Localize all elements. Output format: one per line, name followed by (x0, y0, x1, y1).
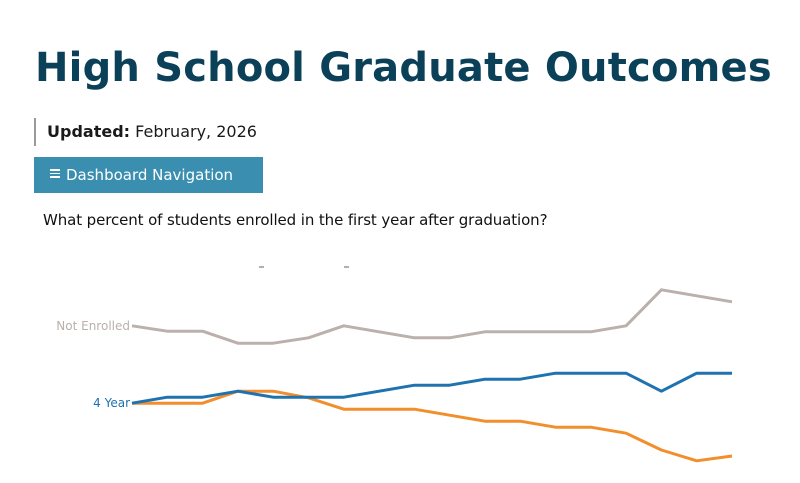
line-2-year (132, 389, 733, 463)
dashboard-navigation-button[interactable]: Dashboard Navigation (34, 157, 263, 193)
updated-date: February, 2026 (135, 122, 257, 141)
hamburger-menu-icon (50, 167, 60, 180)
page-title: High School Graduate Outcomes (35, 45, 772, 91)
series-label-4-year: 4 Year (93, 396, 130, 411)
series-label-not-enrolled: Not Enrolled (56, 318, 130, 333)
chart-question: What percent of students enrolled in the… (43, 211, 548, 229)
clipped-mark (259, 266, 264, 268)
line-not-enrolled (131, 288, 733, 345)
clipped-mark (344, 266, 349, 268)
updated-info: Updated: February, 2026 (34, 118, 257, 146)
updated-label: Updated: (47, 122, 131, 141)
dashboard-navigation-label: Dashboard Navigation (66, 166, 234, 184)
line-4-year (131, 371, 732, 405)
